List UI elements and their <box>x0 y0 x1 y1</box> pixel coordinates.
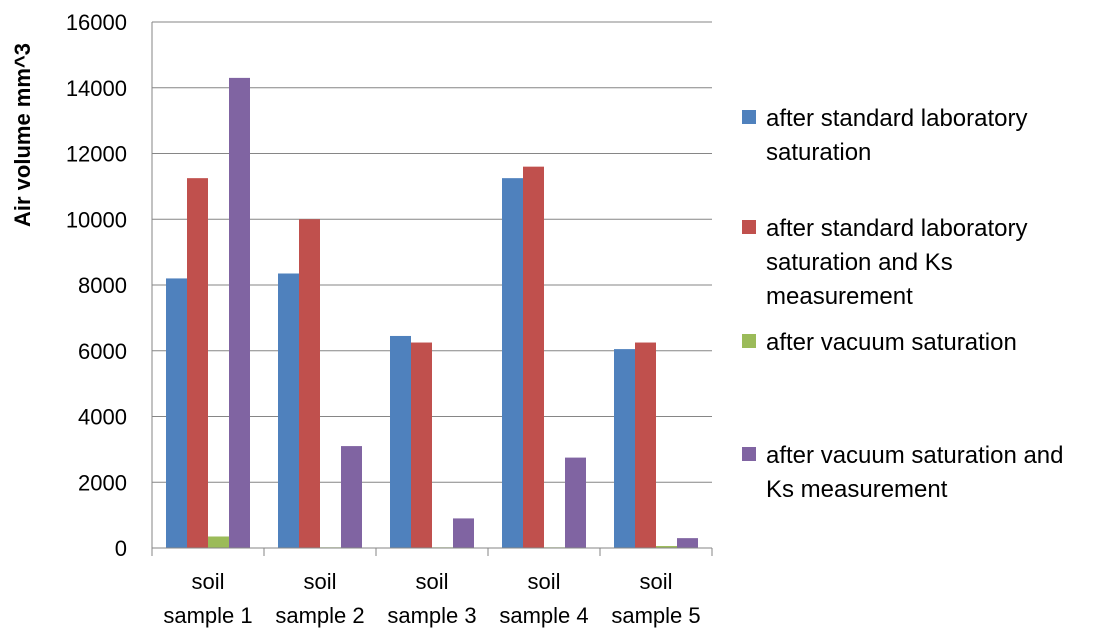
y-tick-label: 14000 <box>66 76 127 101</box>
bar <box>523 166 544 548</box>
x-tick-label: sample 2 <box>275 603 364 628</box>
y-axis-label: Air volume mm^3 <box>10 43 35 227</box>
x-tick-label: sample 3 <box>387 603 476 628</box>
bar <box>453 518 474 548</box>
legend-item: after vacuum saturation and Ks measureme… <box>742 439 1096 507</box>
x-tick-label: soil <box>191 569 224 594</box>
legend-label: after vacuum saturation and Ks measureme… <box>766 442 1064 503</box>
x-tick-label: soil <box>415 569 448 594</box>
x-tick-label: sample 1 <box>163 603 252 628</box>
bar <box>565 457 586 548</box>
legend-item: after vacuum saturation <box>742 326 1096 360</box>
bars <box>166 77 698 548</box>
legend-label: after standard laboratory saturation <box>766 105 1028 166</box>
bar-chart: 0 2000 4000 6000 8000 10000 12000 14000 16000 so… <box>10 10 713 628</box>
bar <box>187 178 208 548</box>
y-tick-label: 16000 <box>66 10 127 35</box>
x-tick-label: sample 4 <box>499 603 588 628</box>
bar <box>677 538 698 548</box>
y-tick-label: 6000 <box>78 339 127 364</box>
x-tick-label: soil <box>527 569 560 594</box>
bar <box>166 278 187 548</box>
y-tick-label: 12000 <box>66 142 127 167</box>
bar <box>656 546 677 548</box>
bar <box>341 446 362 548</box>
legend-item: after standard laboratory saturation and… <box>742 212 1096 314</box>
legend-swatch <box>742 220 756 234</box>
bar <box>299 219 320 548</box>
bar <box>229 77 250 548</box>
bar <box>390 335 411 548</box>
bar <box>502 178 523 548</box>
x-tick-label: sample 5 <box>611 603 700 628</box>
y-tick-label: 4000 <box>78 405 127 430</box>
bar <box>278 273 299 548</box>
y-tick-label: 10000 <box>66 207 127 232</box>
bar <box>614 349 635 548</box>
legend-item: after standard laboratory saturation <box>742 102 1096 170</box>
legend-label: after vacuum saturation <box>766 329 1017 356</box>
legend-swatch <box>742 110 756 124</box>
y-tick-labels: 0 2000 4000 6000 8000 10000 12000 14000 16000 <box>66 10 127 561</box>
x-tick-label: soil <box>639 569 672 594</box>
y-tick-label: 0 <box>115 536 127 561</box>
legend-label: after standard laboratory saturation and… <box>766 215 1028 310</box>
axes <box>151 22 713 556</box>
y-tick-label: 2000 <box>78 470 127 495</box>
x-tick-label: soil <box>303 569 336 594</box>
x-tick-labels: soil sample 1 soil sample 2 soil sample 3 soil… <box>163 569 700 628</box>
y-tick-label: 8000 <box>78 273 127 298</box>
bar <box>635 342 656 548</box>
legend-swatch <box>742 447 756 461</box>
legend-swatch <box>742 334 756 348</box>
bar <box>411 342 432 548</box>
bar <box>208 536 229 548</box>
